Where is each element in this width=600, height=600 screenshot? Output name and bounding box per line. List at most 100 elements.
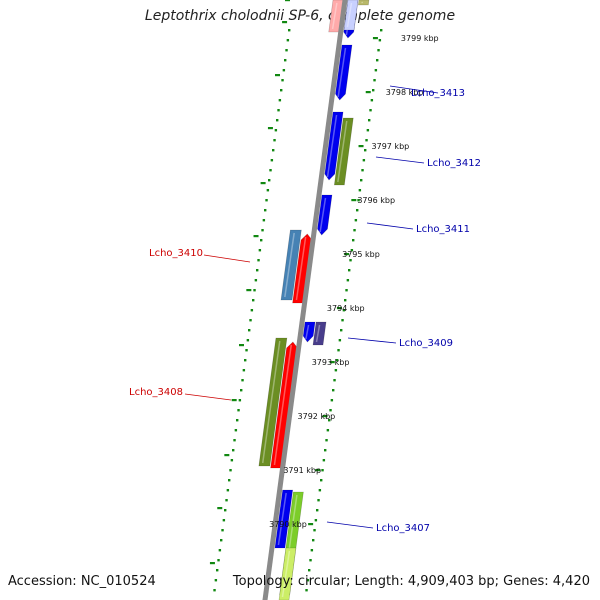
ruler-dot — [282, 69, 286, 72]
ruler-dot — [276, 119, 279, 122]
ruler-dot — [261, 229, 264, 232]
ruler-tick-left — [239, 344, 244, 347]
gene-feature — [324, 111, 344, 181]
ruler-dot — [244, 359, 247, 362]
ruler-dot — [280, 89, 283, 92]
ruler-dot — [336, 359, 339, 362]
ruler-dot — [258, 249, 262, 252]
gene-feature-highlight — [331, 2, 338, 30]
ruler-dot — [333, 379, 336, 382]
ruler-tick-left — [246, 289, 252, 292]
gene-feature — [333, 117, 354, 186]
ruler-dot — [368, 119, 371, 122]
ruler-tick-right — [372, 37, 378, 40]
ruler-dot — [225, 499, 228, 502]
gene-feature — [317, 194, 333, 236]
ruler-dot — [245, 349, 248, 352]
gene-feature — [302, 321, 316, 343]
ruler-dot — [273, 139, 276, 142]
ruler-dot — [230, 459, 234, 462]
ruler-dot — [377, 49, 380, 52]
gene-label: Lcho_3409 — [399, 338, 453, 349]
ruler-tick-left — [209, 562, 215, 565]
ruler-dot — [269, 169, 272, 172]
ruler-dot — [262, 219, 266, 222]
gene-label: Lcho_3412 — [427, 158, 481, 169]
gene-features — [258, 0, 370, 600]
ruler-dot — [236, 419, 239, 422]
ruler-dot — [362, 159, 366, 162]
ruler-dot — [353, 229, 356, 232]
ruler-dot — [372, 89, 375, 92]
gene-feature — [278, 547, 297, 600]
ruler-dot — [357, 199, 360, 202]
ruler-dot — [306, 579, 310, 582]
ruler-dot — [349, 259, 352, 262]
gene-feature — [274, 489, 294, 549]
ruler-tick-left — [285, 0, 290, 2]
ruler-dot — [266, 189, 270, 192]
ruler-dot — [270, 159, 274, 162]
ruler-dot — [233, 439, 236, 442]
ruler-tick-right — [358, 145, 364, 148]
gene-feature — [335, 44, 353, 101]
ruler-dot — [214, 579, 218, 582]
ruler-tick-right — [308, 523, 314, 526]
gene-feature-highlight — [295, 236, 307, 301]
accession-text: Accession: NC_010524 — [8, 574, 156, 589]
ruler-dot — [228, 479, 231, 482]
gene-label: Lcho_3413 — [411, 88, 465, 99]
ruler-dot — [254, 279, 258, 282]
ruler-dot — [376, 59, 379, 62]
ruler-tick-right — [322, 415, 328, 418]
ruler-dot — [288, 29, 291, 32]
ruler-dot — [308, 569, 311, 572]
ruler-dot — [337, 349, 340, 352]
gene-feature — [280, 229, 302, 301]
ruler-dot — [226, 489, 230, 492]
ruler-dot — [364, 149, 367, 152]
ruler-tick-right — [351, 199, 357, 202]
gene-labels: Lcho_3413 Lcho_3412 Lcho_3411 Lcho_3410 Lcho… — [129, 85, 481, 534]
gene-feature — [343, 0, 359, 31]
ruler-tick-left — [217, 507, 223, 510]
gene-label-leader — [326, 521, 374, 529]
ruler-dot — [250, 309, 254, 312]
ruler-dot — [358, 189, 362, 192]
ruler-tick-left — [253, 235, 259, 238]
genome-backbone — [262, 0, 348, 600]
ruler-dot — [352, 239, 355, 242]
ruler-dot — [338, 339, 342, 342]
ruler-dot — [229, 469, 232, 472]
ruler-tick-right — [336, 307, 342, 310]
gene-label: Lcho_3410 — [149, 248, 203, 259]
gene-feature — [258, 337, 288, 467]
ruler-dot — [317, 499, 320, 502]
ruler-dot — [366, 129, 370, 132]
ruler-dot — [345, 289, 348, 292]
ruler-dot — [360, 179, 363, 182]
ruler-tick-right — [329, 361, 335, 364]
gene-label: Lcho_3407 — [376, 523, 430, 534]
gene-feature-highlight — [361, 1, 364, 4]
ruler-dot — [370, 99, 374, 102]
ruler-dot — [224, 509, 227, 512]
ruler-dot — [277, 109, 280, 112]
ruler-dot — [285, 49, 288, 52]
gene-feature-highlight — [346, 2, 353, 28]
ruler-tick-right — [315, 469, 321, 472]
ruler-dot — [313, 529, 316, 532]
ruler-dot — [242, 369, 246, 372]
ruler-tick-label: 3799 kbp — [401, 34, 439, 43]
ruler-dot — [253, 289, 256, 292]
ruler-tick-left — [282, 21, 288, 24]
ruler-dot — [365, 139, 368, 142]
ruler-dot — [342, 309, 346, 312]
ruler-dot — [354, 219, 358, 222]
gene-feature-highlight — [277, 492, 287, 546]
ruler-dot — [318, 489, 322, 492]
ruler-dot — [341, 319, 344, 322]
ruler-dot — [328, 419, 331, 422]
gene-feature-highlight — [273, 344, 292, 466]
